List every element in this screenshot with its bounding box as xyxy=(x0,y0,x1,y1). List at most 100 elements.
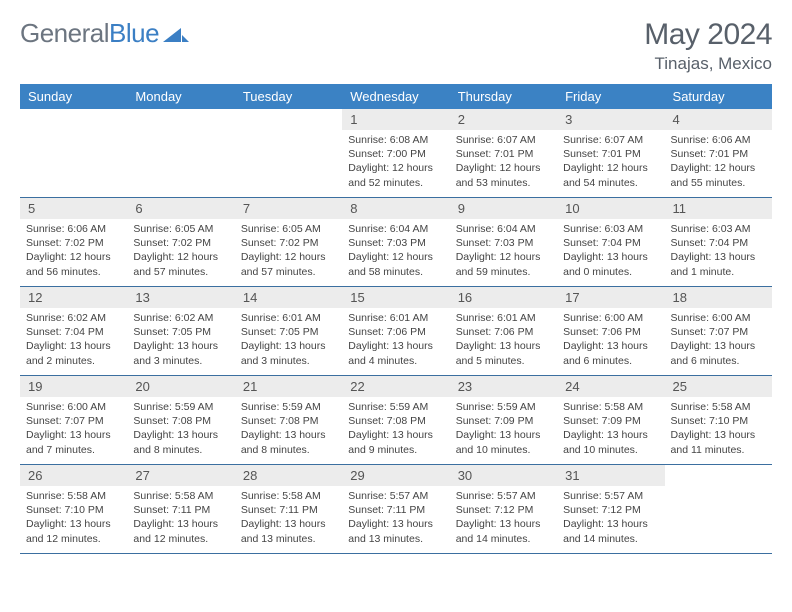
day-info: Sunrise: 6:08 AMSunset: 7:00 PMDaylight:… xyxy=(342,133,449,190)
daylight-line: Daylight: 13 hours and 8 minutes. xyxy=(241,429,326,455)
day-number: 23 xyxy=(450,376,557,397)
daylight-line: Daylight: 12 hours and 53 minutes. xyxy=(456,162,541,188)
week-row: 19Sunrise: 6:00 AMSunset: 7:07 PMDayligh… xyxy=(20,376,772,465)
day-cell: 2Sunrise: 6:07 AMSunset: 7:01 PMDaylight… xyxy=(450,109,557,197)
day-cell: 6Sunrise: 6:05 AMSunset: 7:02 PMDaylight… xyxy=(127,198,234,286)
weekday-header: Friday xyxy=(557,84,664,109)
day-info: Sunrise: 6:00 AM Sunset: 7:07 PM Daylight:… xyxy=(665,311,772,368)
sunset-line: Sunset: 7:01 PM xyxy=(563,148,641,160)
sunset-line: Sunset: 7:06 PM xyxy=(456,326,534,338)
day-info: Sunrise: 5:57 AMSunset: 7:11 PMDaylight:… xyxy=(342,489,449,546)
day-cell xyxy=(127,109,234,197)
daylight-line: Daylight: 13 hours and 5 minutes. xyxy=(456,340,541,366)
day-number: 27 xyxy=(127,465,234,486)
day-number: 13 xyxy=(127,287,234,308)
day-cell: 29Sunrise: 5:57 AMSunset: 7:11 PMDayligh… xyxy=(342,465,449,553)
day-info: Sunrise: 5:58 AMSunset: 7:11 PMDaylight:… xyxy=(127,489,234,546)
sunset-line: Sunset: 7:07 PM xyxy=(671,326,749,338)
day-cell: 24Sunrise: 5:58 AMSunset: 7:09 PMDayligh… xyxy=(557,376,664,464)
day-cell xyxy=(235,109,342,197)
day-number: 24 xyxy=(557,376,664,397)
day-info: Sunrise: 5:59 AMSunset: 7:08 PMDaylight:… xyxy=(127,400,234,457)
day-info: Sunrise: 6:07 AMSunset: 7:01 PMDaylight:… xyxy=(557,133,664,190)
day-info: Sunrise: 6:06 AMSunset: 7:02 PMDaylight:… xyxy=(20,222,127,279)
day-number: 10 xyxy=(557,198,664,219)
sunrise-line: Sunrise: 5:57 AM xyxy=(348,490,428,502)
location: Tinajas, Mexico xyxy=(644,54,772,74)
day-number: 20 xyxy=(127,376,234,397)
sunset-line: Sunset: 7:08 PM xyxy=(133,415,211,427)
sunset-line: Sunset: 7:10 PM xyxy=(671,415,749,427)
daylight-line: Daylight: 12 hours and 58 minutes. xyxy=(348,251,433,277)
sunset-line: Sunset: 7:11 PM xyxy=(241,504,318,516)
daylight-line: Daylight: 13 hours and 13 minutes. xyxy=(241,518,326,544)
sunset-line: Sunset: 7:02 PM xyxy=(26,237,104,249)
sunrise-line: Sunrise: 6:07 AM xyxy=(456,134,536,146)
sunrise-line: Sunrise: 6:05 AM xyxy=(133,223,213,235)
day-info: Sunrise: 6:03 AMSunset: 7:04 PMDaylight:… xyxy=(557,222,664,279)
day-cell: 27 Sunrise: 5:58 AMSunset: 7:11 PMDayligh… xyxy=(127,465,234,553)
sunrise-line: Sunrise: 5:59 AM xyxy=(456,401,536,413)
day-cell: 4 Sunrise: 6:06 AMSunset: 7:01 PMDaylight… xyxy=(665,109,772,197)
sunset-line: Sunset: 7:02 PM xyxy=(133,237,211,249)
weekday-header: Wednesday xyxy=(342,84,449,109)
sunset-line: Sunset: 7:08 PM xyxy=(348,415,426,427)
day-number xyxy=(20,109,127,135)
day-cell: 8 Sunrise: 6:04 AMSunset: 7:03 PMDaylight… xyxy=(342,198,449,286)
sunset-line: Sunset: 7:06 PM xyxy=(563,326,641,338)
day-info: Sunrise: 6:06 AMSunset: 7:01 PMDaylight:… xyxy=(665,133,772,190)
day-info: Sunrise: 6:00 AMSunset: 7:06 PMDaylight:… xyxy=(557,311,664,368)
sunrise-line: Sunrise: 5:58 AM xyxy=(563,401,643,413)
day-number: 12 xyxy=(20,287,127,308)
sunset-line: Sunset: 7:08 PM xyxy=(241,415,319,427)
day-number: 17 xyxy=(557,287,664,308)
day-info: Sunrise: 6:03 AMSunset: 7:04 PMDaylight:… xyxy=(665,222,772,279)
day-info: Sunrise: 6:04 AMSunset: 7:03 PMDaylight:… xyxy=(342,222,449,279)
day-info: Sunrise: 5:57 AMSunset: 7:12 PMDaylight:… xyxy=(450,489,557,546)
day-cell: 12Sunrise: 6:02 AMSunset: 7:04 PMDayligh… xyxy=(20,287,127,375)
week-row: 5Sunrise: 6:06 AMSunset: 7:02 PMDaylight… xyxy=(20,198,772,287)
day-info: Sunrise: 6:05 AM Sunset: 7:02 PM Daylight:… xyxy=(127,222,234,279)
day-number xyxy=(665,465,772,491)
sunset-line: Sunset: 7:07 PM xyxy=(26,415,104,427)
sunset-line: Sunset: 7:02 PM xyxy=(241,237,319,249)
daylight-line: Daylight: 13 hours and 6 minutes. xyxy=(671,340,756,366)
sunset-line: Sunset: 7:04 PM xyxy=(26,326,104,338)
sunrise-line: Sunrise: 6:04 AM xyxy=(456,223,536,235)
sunset-line: Sunset: 7:03 PM xyxy=(348,237,426,249)
day-cell: 7Sunrise: 6:05 AMSunset: 7:02 PMDaylight… xyxy=(235,198,342,286)
sunrise-line: Sunrise: 6:00 AM xyxy=(26,401,106,413)
sunrise-line: Sunrise: 6:01 AM xyxy=(456,312,536,324)
day-cell: 10 Sunrise: 6:03 AMSunset: 7:04 PMDayligh… xyxy=(557,198,664,286)
day-info: Sunrise: 5:58 AMSunset: 7:11 PMDaylight:… xyxy=(235,489,342,546)
daylight-line: Daylight: 12 hours and 52 minutes. xyxy=(348,162,433,188)
day-number: 4 xyxy=(665,109,772,130)
daylight-line: Daylight: 13 hours and 7 minutes. xyxy=(26,429,111,455)
day-number: 15 xyxy=(342,287,449,308)
day-cell: 23Sunrise: 5:59 AMSunset: 7:09 PMDayligh… xyxy=(450,376,557,464)
day-info: Sunrise: 6:01 AMSunset: 7:05 PMDaylight:… xyxy=(235,311,342,368)
day-cell: 9Sunrise: 6:04 AMSunset: 7:03 PMDaylight… xyxy=(450,198,557,286)
day-info: Sunrise: 6:01 AM Sunset: 7:06 PM Daylight:… xyxy=(450,311,557,368)
day-number: 21 xyxy=(235,376,342,397)
calendar-grid: 1Sunrise: 6:08 AMSunset: 7:00 PMDaylight… xyxy=(20,109,772,554)
sunrise-line: Sunrise: 6:06 AM xyxy=(671,134,751,146)
daylight-line: Daylight: 12 hours and 57 minutes. xyxy=(241,251,326,277)
day-cell: 25Sunrise: 5:58 AMSunset: 7:10 PMDayligh… xyxy=(665,376,772,464)
daylight-line: Daylight: 13 hours and 1 minute. xyxy=(671,251,756,277)
daylight-line: Daylight: 13 hours and 0 minutes. xyxy=(563,251,648,277)
day-cell: 11Sunrise: 6:03 AMSunset: 7:04 PMDayligh… xyxy=(665,198,772,286)
sunrise-line: Sunrise: 6:02 AM xyxy=(133,312,213,324)
day-cell: 1Sunrise: 6:08 AMSunset: 7:00 PMDaylight… xyxy=(342,109,449,197)
day-cell: 13Sunrise: 6:02 AMSunset: 7:05 PMDayligh… xyxy=(127,287,234,375)
month-title: May 2024 xyxy=(644,18,772,52)
day-cell: 3Sunrise: 6:07 AMSunset: 7:01 PMDaylight… xyxy=(557,109,664,197)
daylight-line: Daylight: 12 hours and 57 minutes. xyxy=(133,251,218,277)
sunset-line: Sunset: 7:06 PM xyxy=(348,326,426,338)
sunrise-line: Sunrise: 5:58 AM xyxy=(26,490,106,502)
day-cell: 15Sunrise: 6:01 AMSunset: 7:06 PMDayligh… xyxy=(342,287,449,375)
sunset-line: Sunset: 7:05 PM xyxy=(241,326,319,338)
day-number: 8 xyxy=(342,198,449,219)
day-cell: 28Sunrise: 5:58 AMSunset: 7:11 PMDayligh… xyxy=(235,465,342,553)
sunrise-line: Sunrise: 6:00 AM xyxy=(671,312,751,324)
